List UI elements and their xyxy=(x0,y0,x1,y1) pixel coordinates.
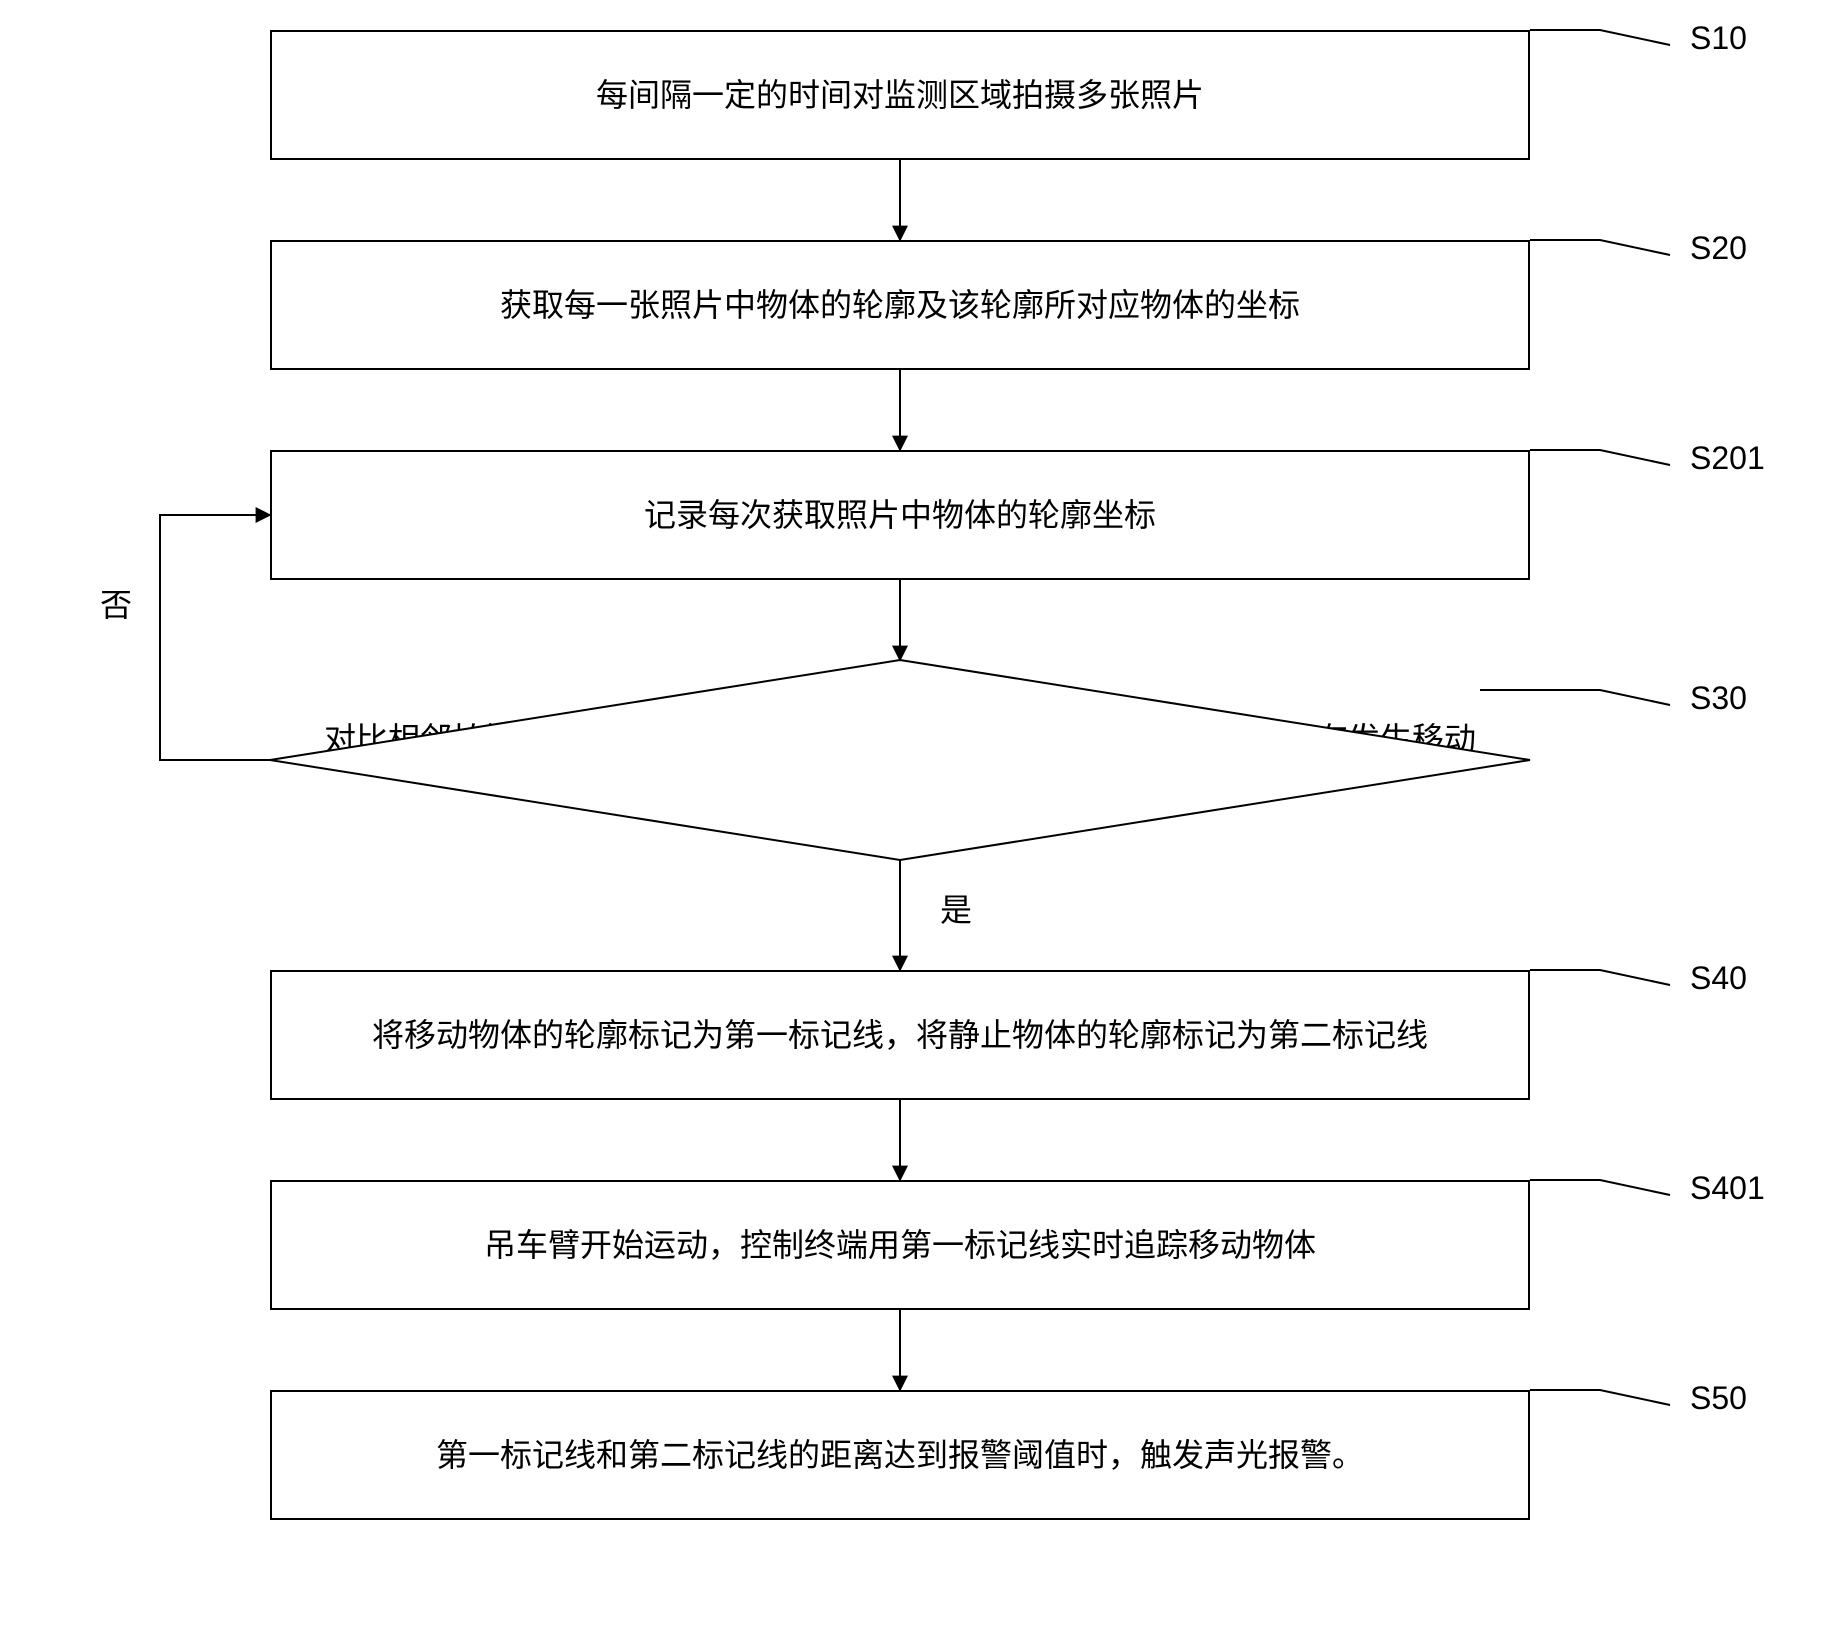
leader-s201 xyxy=(1530,450,1670,465)
leader-s20 xyxy=(1530,240,1670,255)
node-s401: 吊车臂开始运动，控制终端用第一标记线实时追踪移动物体 xyxy=(270,1180,1530,1310)
node-s50-text: 第一标记线和第二标记线的距离达到报警阈值时，触发声光报警。 xyxy=(436,1431,1364,1479)
label-s10: S10 xyxy=(1690,20,1747,57)
leader-s30 xyxy=(1480,690,1670,705)
node-s10-text: 每间隔一定的时间对监测区域拍摄多张照片 xyxy=(596,71,1204,119)
node-s30-text: 对比相邻拍摄时间内所拍摄照片中物体的轮廓坐标，判断物体轮廓是否有发生移动 xyxy=(324,721,1476,757)
label-s201: S201 xyxy=(1690,440,1765,477)
node-s401-text: 吊车臂开始运动，控制终端用第一标记线实时追踪移动物体 xyxy=(484,1221,1316,1269)
node-s201: 记录每次获取照片中物体的轮廓坐标 xyxy=(270,450,1530,580)
edge-label-yes: 是 xyxy=(940,885,972,931)
leader-s10 xyxy=(1530,30,1670,45)
node-s20: 获取每一张照片中物体的轮廓及该轮廓所对应物体的坐标 xyxy=(270,240,1530,370)
node-s30-text-wrap: 对比相邻拍摄时间内所拍摄照片中物体的轮廓坐标，判断物体轮廓是否有发生移动 xyxy=(270,715,1530,763)
label-s20: S20 xyxy=(1690,230,1747,267)
flowchart-canvas: 每间隔一定的时间对监测区域拍摄多张照片 获取每一张照片中物体的轮廓及该轮廓所对应… xyxy=(0,0,1843,1648)
edge-label-no: 否 xyxy=(100,580,132,626)
node-s50: 第一标记线和第二标记线的距离达到报警阈值时，触发声光报警。 xyxy=(270,1390,1530,1520)
node-s40-text: 将移动物体的轮廓标记为第一标记线，将静止物体的轮廓标记为第二标记线 xyxy=(372,1011,1428,1059)
label-s50: S50 xyxy=(1690,1380,1747,1417)
label-s401: S401 xyxy=(1690,1170,1765,1207)
leader-s401 xyxy=(1530,1180,1670,1195)
edge-s30-no-s201 xyxy=(160,515,270,760)
label-s40: S40 xyxy=(1690,960,1747,997)
node-s201-text: 记录每次获取照片中物体的轮廓坐标 xyxy=(644,491,1156,539)
leader-s40 xyxy=(1530,970,1670,985)
label-s30: S30 xyxy=(1690,680,1747,717)
node-s40: 将移动物体的轮廓标记为第一标记线，将静止物体的轮廓标记为第二标记线 xyxy=(270,970,1530,1100)
leader-s50 xyxy=(1530,1390,1670,1405)
node-s10: 每间隔一定的时间对监测区域拍摄多张照片 xyxy=(270,30,1530,160)
node-s20-text: 获取每一张照片中物体的轮廓及该轮廓所对应物体的坐标 xyxy=(500,281,1300,329)
